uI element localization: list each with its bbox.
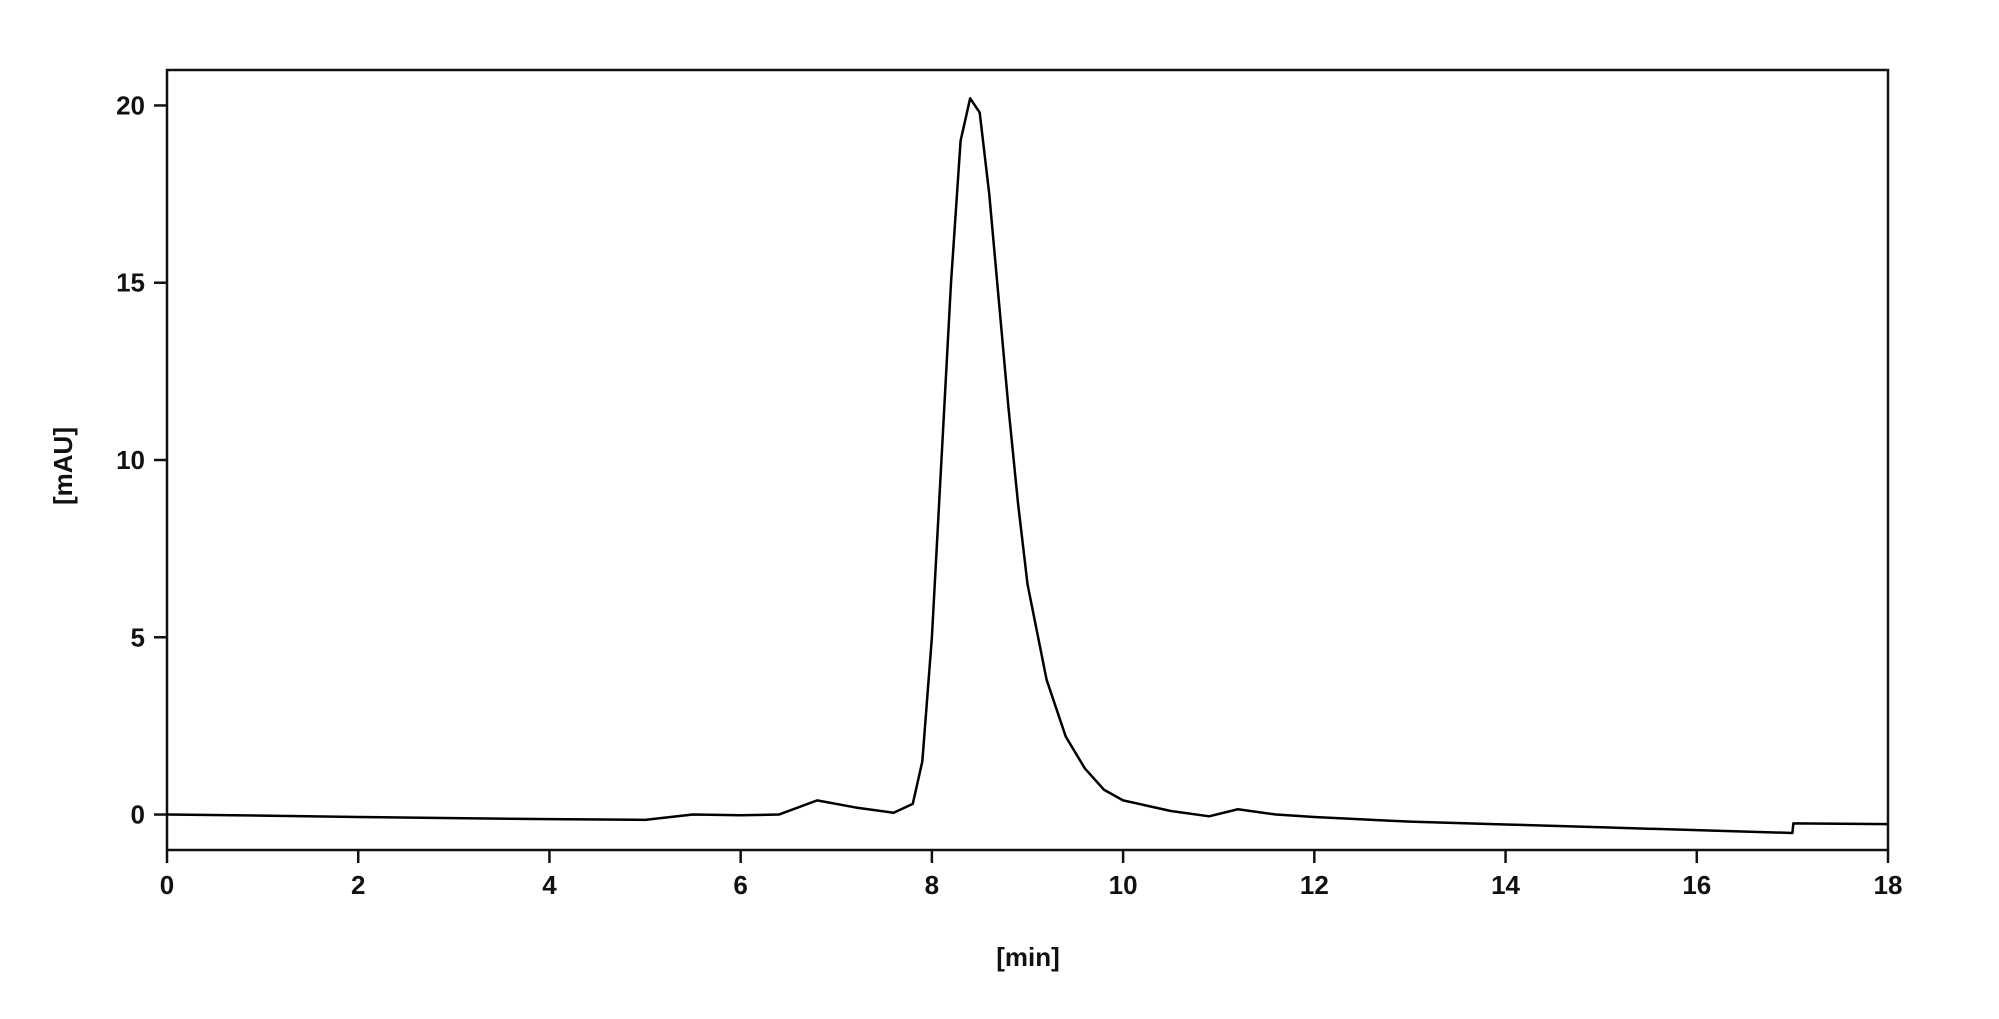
y-tick-label: 15 <box>116 268 145 298</box>
y-tick-label: 5 <box>131 622 145 652</box>
x-tick-label: 14 <box>1491 870 1520 900</box>
x-tick-label: 10 <box>1109 870 1138 900</box>
x-axis-label: [min] <box>996 942 1060 972</box>
x-tick-label: 2 <box>351 870 365 900</box>
y-tick-label: 0 <box>131 800 145 830</box>
x-tick-label: 16 <box>1682 870 1711 900</box>
x-tick-label: 12 <box>1300 870 1329 900</box>
x-tick-label: 6 <box>733 870 747 900</box>
y-tick-label: 20 <box>116 90 145 120</box>
chromatogram-line <box>166 97 1889 835</box>
x-tick-label: 18 <box>1874 870 1903 900</box>
x-tick-label: 0 <box>160 870 174 900</box>
y-axis-label: [mAU] <box>48 427 78 505</box>
x-tick-label: 4 <box>542 870 557 900</box>
y-tick-label: 10 <box>116 445 145 475</box>
x-tick-label: 8 <box>925 870 939 900</box>
plot-frame <box>165 68 1890 852</box>
